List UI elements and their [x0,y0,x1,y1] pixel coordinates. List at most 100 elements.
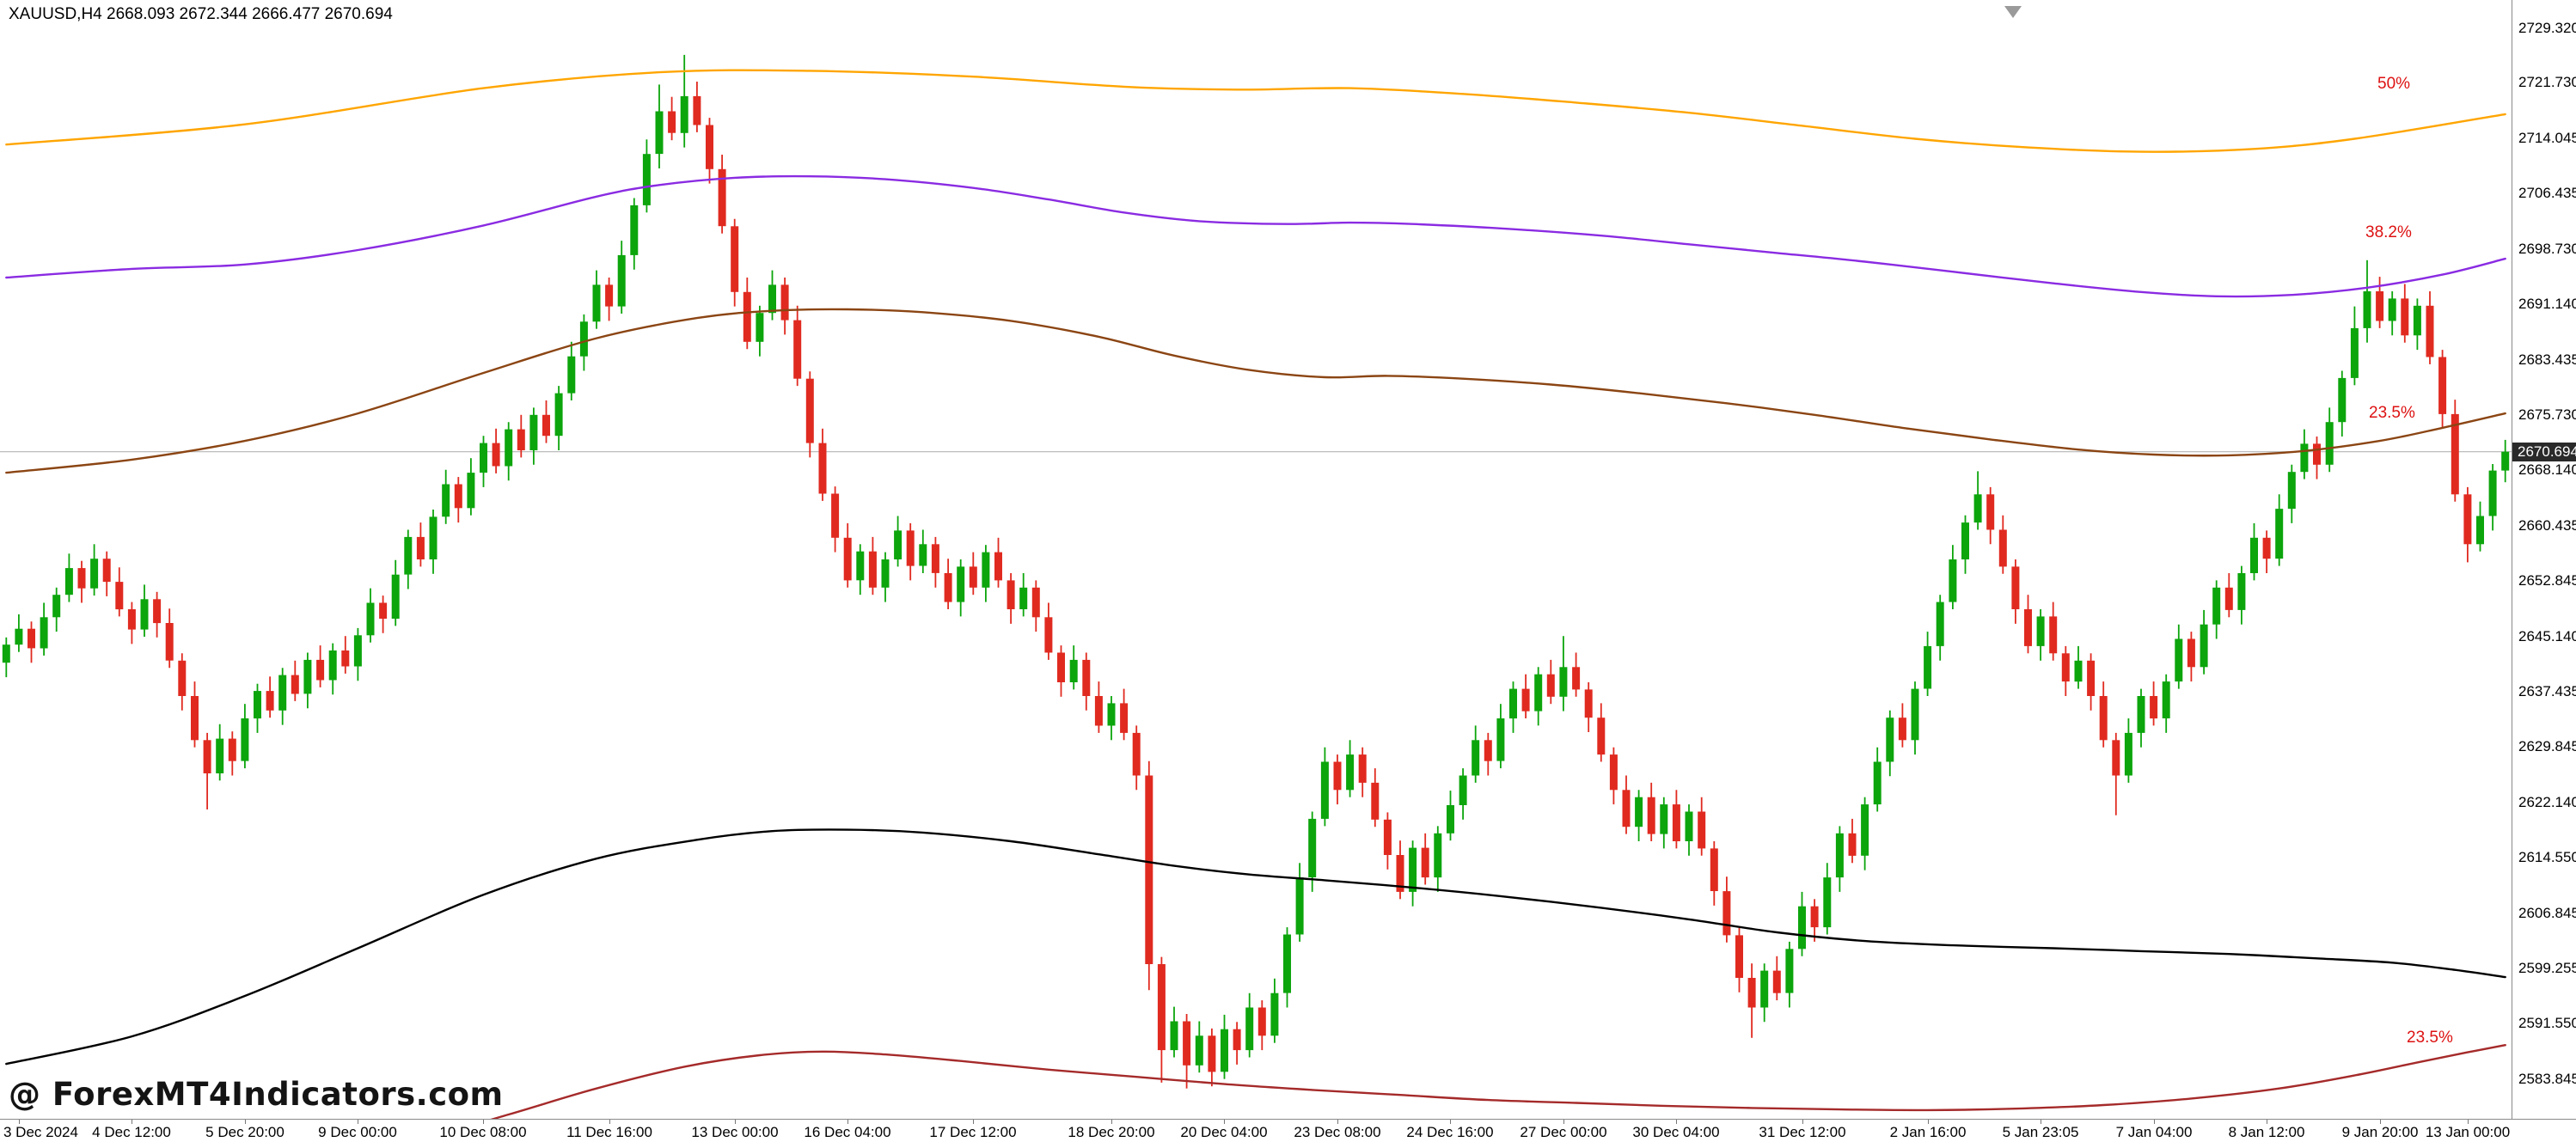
candle-body-up [90,559,99,589]
candle-body-down [868,551,877,588]
candlestick-chart[interactable] [0,0,2512,1119]
candle-body-down [492,443,500,467]
candle-body-up [366,602,375,636]
candle-body-up [467,473,475,509]
candle-body-up [2,644,10,663]
candle-body-up [1635,797,1643,827]
candle-body-down [1546,674,1555,697]
price-axis[interactable]: 2670.694 2729.320 2721.730 2714.045 2706.43… [2512,0,2576,1119]
time-axis-label: 4 Dec 12:00 [92,1124,171,1140]
candle-body-down [1120,703,1129,733]
time-axis-label: 11 Dec 16:00 [566,1124,652,1140]
candle-body-up [241,718,249,761]
candle-body-up [1409,847,1417,892]
candle-body-down [1044,617,1053,653]
fibo-lower-23-5-line [490,1044,2506,1119]
fibo-lower-mid-line [5,828,2506,1066]
candle-body-up [592,284,601,322]
candle-body-down [1722,891,1731,936]
candle-body-up [1559,667,1568,697]
candle-body-up [2175,638,2183,682]
price-axis-label: 2599.255 [2518,960,2576,976]
candle-body-down [780,284,789,321]
candle-body-up [1295,877,1304,935]
candle-body-up [2388,298,2396,321]
candle-body-down [1710,848,1718,891]
candle-body-up [1107,703,1116,726]
time-axis-tick [847,1120,848,1124]
candle-body-down [1371,782,1380,820]
candle-body-up [2413,305,2421,336]
fibo-upper-38-2-line [5,174,2506,298]
time-axis[interactable]: 3 Dec 2024 4 Dec 12:00 5 Dec 20:00 9 Dec 00… [0,1119,2576,1142]
candle-body-up [64,568,73,595]
candle-body-up [1434,833,1442,878]
candle-body-up [1509,688,1517,719]
candle-body-down [77,568,86,589]
price-axis-label: 2714.045 [2518,130,2576,146]
candle-body-down [379,602,388,619]
time-axis-tick [973,1120,974,1124]
candle-body-down [1233,1029,1241,1051]
candle-body-down [1421,847,1429,878]
time-axis-label: 8 Jan 12:00 [2228,1124,2305,1140]
candle-body-up [2325,422,2334,465]
candle-body-up [353,635,362,667]
candle-body-up [642,154,651,205]
candle-body-down [1572,667,1581,690]
candle-body-down [2150,696,2158,719]
candle-body-down [1145,775,1153,964]
time-axis-label: 23 Dec 08:00 [1294,1124,1381,1140]
candle-body-up [2162,681,2170,718]
candle-body-up [2488,470,2497,516]
candle-body-up [1924,645,1932,689]
candle-body-up [919,544,927,566]
candle-body-down [1898,718,1906,741]
time-axis-tick [1563,1120,1564,1124]
candle-body-up [617,254,626,307]
candle-body-up [2036,616,2045,646]
candle-body-down [793,320,802,379]
candle-body-down [969,566,977,588]
candle-body-down [731,226,739,292]
candle-body-down [1735,935,1743,978]
candle-body-up [278,675,287,711]
candle-body-up [2212,587,2221,625]
candle-body-down [931,544,939,573]
candle-body-up [1459,775,1467,805]
time-axis-tick [1111,1120,1112,1124]
candle-body-down [178,660,187,696]
candle-body-down [818,443,827,494]
chart-shift-marker[interactable] [2004,6,2022,18]
time-axis-label: 30 Dec 04:00 [1632,1124,1720,1140]
time-axis-label: 18 Dec 20:00 [1068,1124,1155,1140]
candle-body-up [1170,1021,1178,1051]
chart-plot-area[interactable]: XAUUSD,H4 2668.093 2672.344 2666.477 267… [0,0,2512,1119]
candle-body-up [1069,659,1078,682]
time-axis-tick [735,1120,736,1124]
time-axis-label: 2 Jan 16:00 [1889,1124,1967,1140]
candle-body-down [1094,696,1103,726]
candle-body-up [1685,811,1693,841]
time-axis-label: 10 Dec 08:00 [439,1124,527,1140]
candle-body-down [1986,494,1995,530]
candle-body-up [881,559,890,588]
candle-body-down [2099,696,2108,741]
candle-body-down [1031,587,1040,618]
price-axis-label: 2721.730 [2518,74,2576,90]
time-axis-label: 3 Dec 2024 [3,1124,78,1140]
candle-body-down [2087,660,2096,696]
candle-body-up [1534,674,1543,711]
candle-body-down [316,659,325,681]
candle-body-up [2501,451,2510,471]
candle-body-down [1647,797,1655,834]
candle-body-down [944,573,952,602]
candle-body-down [2049,616,2058,654]
candle-body-up [1798,906,1806,950]
candle-body-down [994,552,1002,581]
candle-body-down [165,623,174,661]
candle-body-up [982,552,990,588]
time-axis-tick [19,1120,20,1124]
price-axis-label: 2683.435 [2518,351,2576,368]
candle-body-down [2463,494,2472,545]
